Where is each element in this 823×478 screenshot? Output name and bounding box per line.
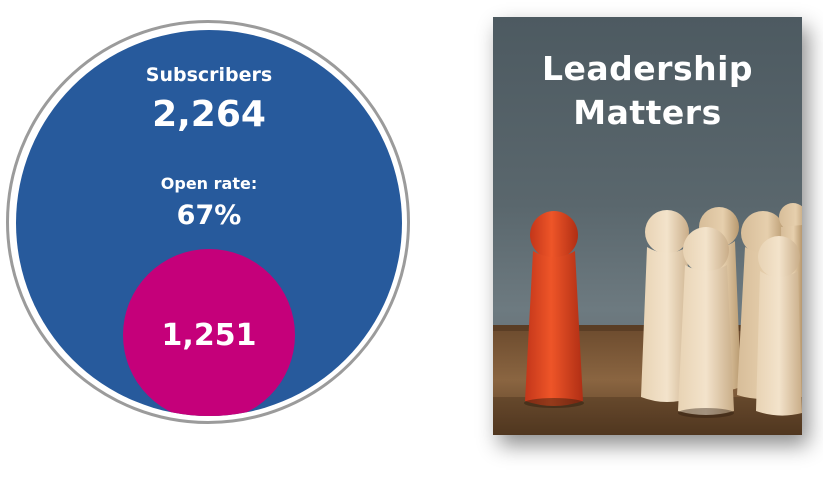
wooden-figures-photo [493, 203, 802, 435]
book-title-line-1: Leadership [541, 49, 754, 88]
subscribers-label: Subscribers [145, 64, 273, 86]
subscriber-stats-graphic: Subscribers 2,264 Open rate: 67% 1,251 [0, 0, 420, 440]
book-title-line-2: Matters [573, 93, 722, 132]
opened-circle: 1,251 [123, 249, 295, 416]
open-rate-value: 67% [176, 200, 242, 231]
book-title: Leadership Matters [493, 47, 802, 135]
book-cover: Leadership Matters [493, 17, 802, 435]
opened-value: 1,251 [161, 317, 257, 353]
subscribers-circle: Subscribers 2,264 Open rate: 67% 1,251 [16, 30, 402, 416]
subscribers-value: 2,264 [152, 94, 266, 135]
open-rate-label: Open rate: [160, 174, 258, 193]
